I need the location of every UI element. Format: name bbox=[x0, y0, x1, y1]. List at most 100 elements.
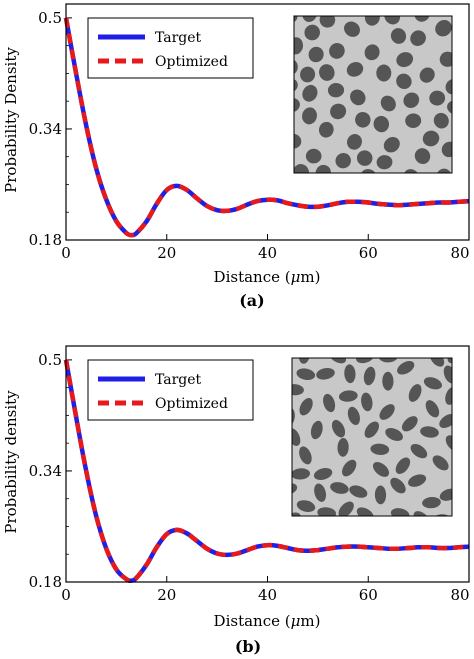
inset-frame bbox=[293, 15, 453, 174]
inset-particle bbox=[429, 90, 446, 106]
inset-particle bbox=[330, 482, 349, 494]
inset-particle bbox=[445, 386, 452, 405]
inset-particle bbox=[344, 21, 360, 37]
inset-particle bbox=[373, 115, 390, 133]
inset-particle bbox=[397, 361, 415, 375]
inset-particle bbox=[420, 426, 439, 438]
inset-microstructure-b bbox=[291, 357, 453, 517]
x-tick-label: 20 bbox=[157, 586, 176, 604]
inset-particle bbox=[414, 16, 430, 22]
inset-particle bbox=[292, 384, 304, 396]
inset-particle bbox=[419, 67, 435, 83]
inset-particle bbox=[384, 16, 401, 25]
inset-particle bbox=[294, 37, 304, 55]
inset-particle bbox=[294, 164, 310, 173]
inset-particles bbox=[292, 358, 452, 516]
inset-particle bbox=[408, 474, 427, 487]
series-line-optimized bbox=[63, 17, 470, 238]
inset-particle bbox=[298, 358, 311, 364]
inset-particle bbox=[380, 95, 396, 112]
panel-b: Probability density 0.18 0.34 0.5 0 20 40 60 8… bbox=[2, 345, 470, 656]
inset-particle bbox=[374, 485, 387, 505]
y-ticks-b: 0.18 0.34 0.5 bbox=[29, 351, 72, 591]
inset-particle bbox=[435, 20, 452, 37]
inset-particle bbox=[347, 406, 360, 426]
inset-particle bbox=[445, 78, 452, 95]
inset-particle bbox=[330, 103, 347, 120]
series-group-b bbox=[63, 359, 470, 583]
y-tick-label: 0.5 bbox=[38, 9, 62, 27]
x-axis-label-a: Distance (μm) bbox=[214, 268, 321, 286]
legend-label-optimized-b: Optimized bbox=[155, 396, 228, 412]
inset-particle bbox=[361, 392, 373, 412]
inset-particle bbox=[338, 390, 358, 402]
inset-particle bbox=[439, 488, 452, 501]
y-tick-label: 0.5 bbox=[38, 351, 62, 369]
y-tick-label: 0.18 bbox=[29, 573, 62, 591]
legend-label-optimized-a: Optimized bbox=[155, 54, 228, 70]
inset-particle bbox=[370, 443, 390, 455]
inset-particle bbox=[376, 64, 392, 82]
inset-particle bbox=[299, 446, 312, 465]
inset-particle bbox=[396, 52, 414, 68]
y-axis-label-b: Probability density bbox=[2, 390, 20, 534]
x-tick-label: 40 bbox=[258, 586, 277, 604]
x-axis-label-b-mu: μ bbox=[291, 612, 301, 630]
inset-particle bbox=[308, 46, 324, 63]
inset-particle bbox=[401, 416, 418, 432]
x-tick-label: 80 bbox=[450, 244, 469, 262]
inset-particle bbox=[363, 366, 376, 386]
inset-particle bbox=[300, 66, 316, 83]
legend-b: Target Optimized bbox=[87, 359, 254, 421]
inset-particle bbox=[423, 377, 442, 390]
inset-particle bbox=[342, 459, 357, 477]
x-tick-label: 40 bbox=[258, 244, 277, 262]
legend-box-a bbox=[87, 17, 254, 79]
y-tick-label: 0.34 bbox=[29, 462, 62, 480]
series-group-a bbox=[63, 17, 470, 238]
inset-particle bbox=[316, 368, 335, 380]
inset-particle bbox=[305, 148, 322, 164]
inset-particle bbox=[294, 133, 302, 149]
inset-particle bbox=[294, 97, 300, 113]
legend-label-target-a: Target bbox=[155, 30, 202, 46]
inset-particle bbox=[319, 64, 335, 81]
inset-particle bbox=[355, 112, 371, 128]
inset-particle bbox=[396, 73, 412, 90]
panel-label-b: (b) bbox=[235, 637, 261, 656]
inset-particle bbox=[292, 428, 301, 446]
plot-frame-b bbox=[65, 345, 470, 583]
x-axis-label-a-prefix: Distance ( bbox=[214, 268, 291, 286]
legend-label-target-b: Target bbox=[155, 372, 202, 388]
y-tick-label: 0.34 bbox=[29, 120, 62, 138]
inset-particle bbox=[447, 100, 452, 115]
inset-particle bbox=[433, 112, 449, 129]
inset-particle bbox=[347, 134, 362, 150]
x-tick-label: 0 bbox=[61, 244, 71, 262]
x-ticks-a: 0 20 40 60 80 bbox=[61, 234, 470, 262]
y-axis-label-a: Probability Density bbox=[2, 47, 20, 193]
inset-particle bbox=[364, 16, 380, 26]
x-tick-label: 60 bbox=[359, 586, 378, 604]
inset-particle bbox=[372, 461, 390, 477]
legend-box-b bbox=[87, 359, 254, 421]
inset-particle bbox=[395, 457, 411, 474]
series-line-optimized bbox=[63, 359, 470, 583]
inset-particle bbox=[385, 428, 403, 441]
inset-particle bbox=[344, 364, 356, 384]
inset-particle bbox=[314, 483, 327, 502]
legend-a: Target Optimized bbox=[87, 17, 254, 79]
inset-particle bbox=[443, 365, 452, 384]
inset-particle bbox=[349, 485, 368, 498]
x-tick-label: 80 bbox=[450, 586, 469, 604]
inset-particle bbox=[356, 358, 375, 364]
inset-particle bbox=[376, 155, 393, 170]
inset-particle bbox=[410, 443, 428, 459]
inset-particle bbox=[432, 455, 449, 471]
inset-particle bbox=[338, 501, 354, 516]
inset-particle bbox=[296, 500, 316, 512]
inset-particle bbox=[441, 141, 452, 158]
inset-particle bbox=[302, 84, 318, 102]
inset-particle bbox=[327, 82, 345, 98]
